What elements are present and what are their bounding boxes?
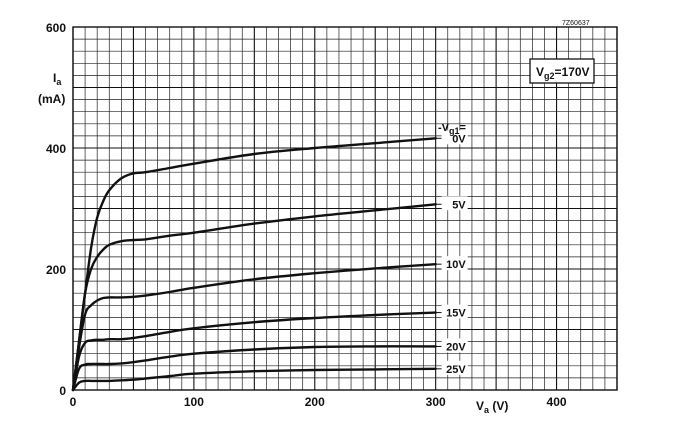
- series-label: 0V: [452, 133, 466, 145]
- curve-labels: 0V 5V 10V 15V 20V 25V: [435, 130, 468, 376]
- x-tick-label: 400: [547, 395, 567, 409]
- label-background: [441, 360, 468, 375]
- y-axis-unit: (mA): [38, 92, 65, 106]
- x-tick-label: 200: [305, 395, 325, 409]
- label-background: [441, 256, 468, 271]
- x-axis-label: Va (V): [476, 399, 508, 415]
- series-line: [71, 263, 437, 392]
- label-background: [441, 304, 468, 319]
- series-line: [71, 137, 437, 392]
- y-tick-label: 600: [46, 21, 66, 35]
- series-line: [71, 345, 437, 392]
- y-axis-symbol: Ia: [53, 71, 62, 87]
- series-label: 5V: [452, 199, 466, 211]
- condition-label: Vg2=170V: [536, 65, 590, 81]
- series-label: 15V: [446, 308, 466, 320]
- label-background: [441, 338, 468, 353]
- series-line: [71, 367, 437, 392]
- plot-frame: [72, 26, 618, 391]
- x-tick-label: 100: [184, 395, 204, 409]
- series-label: 10V: [446, 259, 466, 271]
- legend-header: -Vg1=: [438, 122, 466, 136]
- y-tick-label: 400: [46, 142, 66, 156]
- series-label: 25V: [446, 364, 466, 376]
- series-line: [71, 203, 437, 392]
- series-line: [71, 311, 437, 392]
- series-label: 20V: [446, 341, 466, 353]
- chart-code: 7Z60637: [562, 20, 590, 27]
- condition-box: Vg2=170V: [529, 58, 595, 84]
- y-tick-label: 200: [46, 263, 66, 277]
- tick-labels: 0 100 200 300 400 0 200 400 600: [46, 21, 567, 409]
- x-tick-label: 300: [426, 395, 446, 409]
- label-background: [441, 130, 468, 145]
- curves: [71, 137, 437, 392]
- y-axis-label: Ia (mA): [38, 71, 65, 106]
- y-tick-label: 0: [59, 384, 66, 398]
- label-background: [441, 196, 468, 211]
- x-tick-label: 0: [70, 395, 77, 409]
